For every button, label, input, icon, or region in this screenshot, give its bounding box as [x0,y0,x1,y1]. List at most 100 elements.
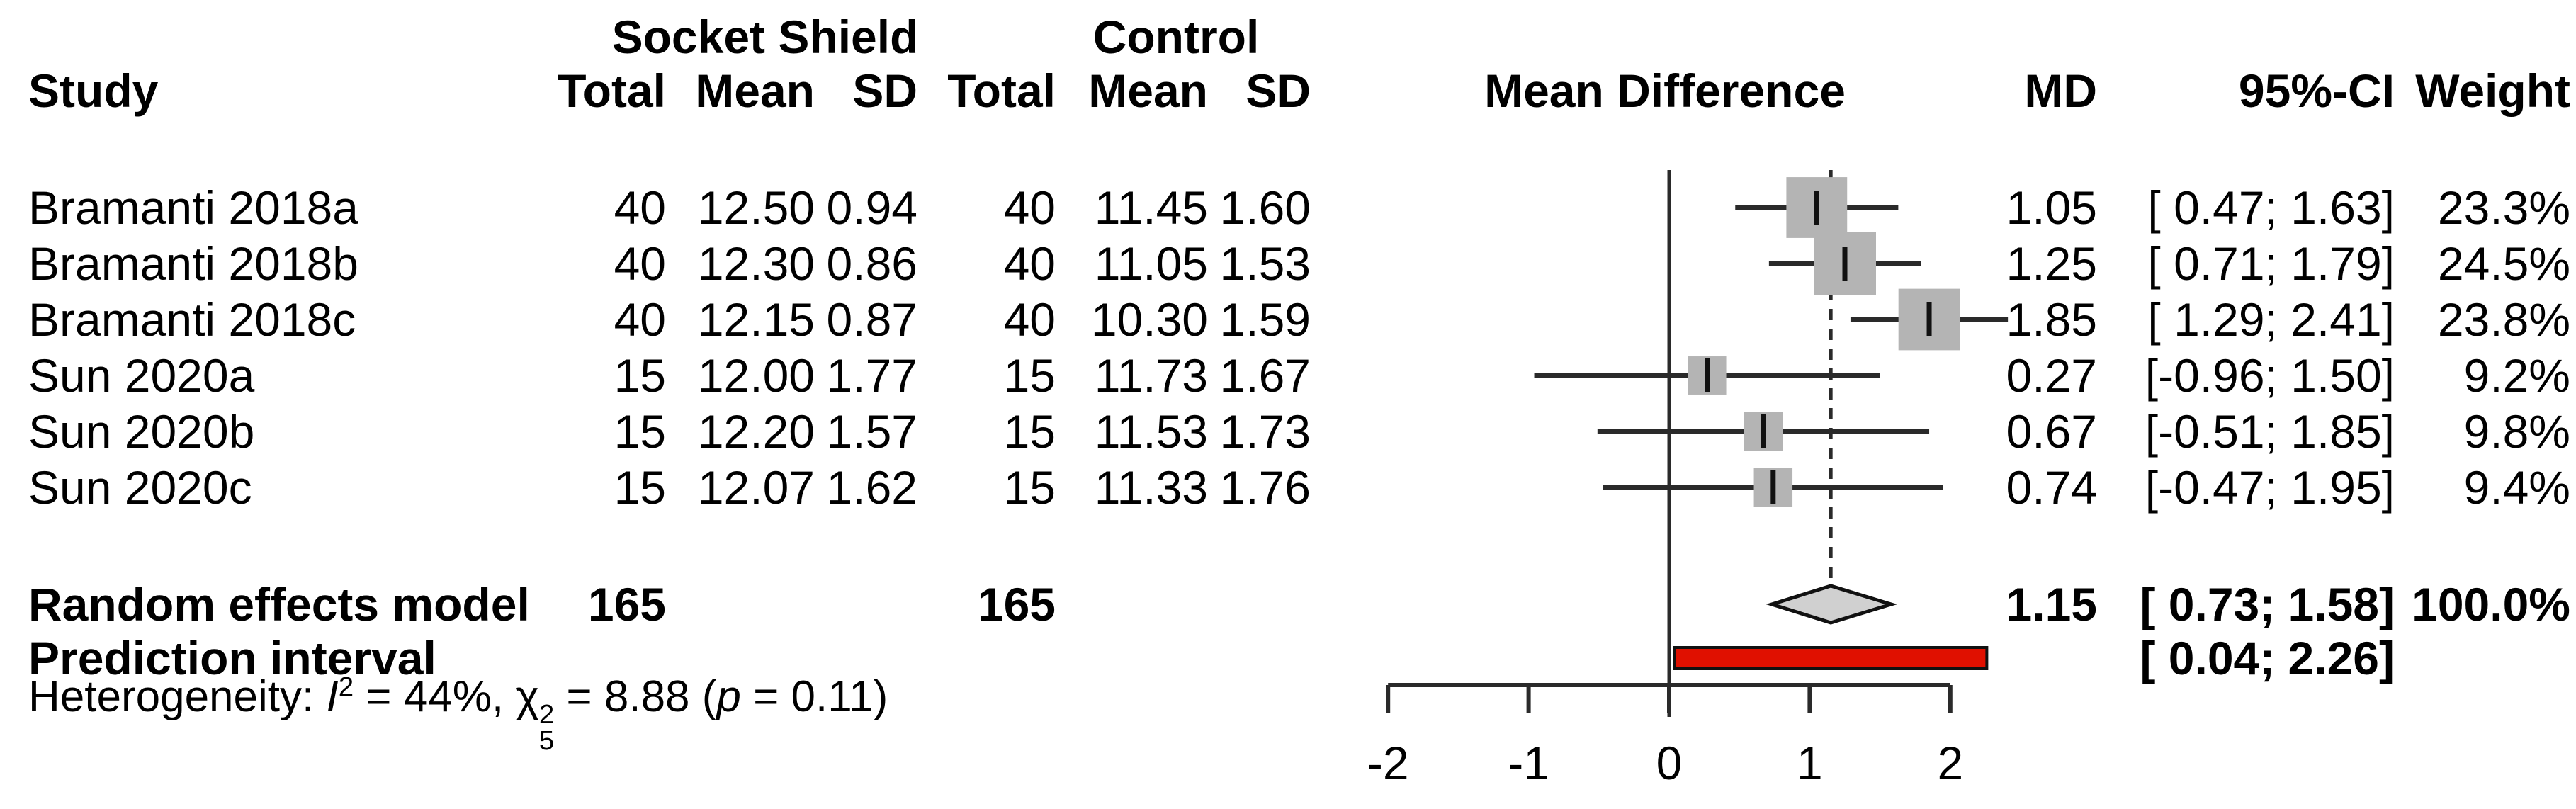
study-ci: [-0.47; 1.95] [2145,461,2395,514]
x-axis-tick-label: 0 [1656,737,1683,789]
study-name: Sun 2020a [28,349,255,402]
prediction-interval-bar [1673,646,1989,670]
col-header-effect: Mean Difference [1484,64,1846,117]
study-c_total: 15 [1003,349,1056,402]
study-weight: 23.3% [2437,181,2570,234]
x-axis-tick-label: -2 [1367,737,1409,789]
x-axis-tick-label: 1 [1797,737,1823,789]
study-name: Bramanti 2018b [28,237,358,290]
study-c_mean: 10.30 [1090,293,1208,346]
study-weight: 9.8% [2463,405,2570,458]
het-tail: = 0.11) [740,672,888,721]
col-header-weight: Weight [2415,64,2570,117]
study-c_total: 40 [1003,181,1056,234]
study-ss_sd: 0.87 [826,293,917,346]
col-header-study: Study [28,64,159,117]
study-name: Bramanti 2018c [28,293,356,346]
study-weight: 9.4% [2463,461,2570,514]
study-md: 0.74 [2006,461,2097,514]
study-ss_total: 40 [614,237,666,290]
study-c_total: 40 [1003,237,1056,290]
study-c_mean: 11.05 [1094,237,1208,290]
study-ci: [-0.96; 1.50] [2145,349,2395,402]
pooled-diamond [1766,584,1898,625]
het-mid1: = 44%, [354,672,516,721]
col-header-c-mean: Mean [1088,64,1208,117]
col-header-c-sd: SD [1245,64,1311,117]
study-c_total: 15 [1003,461,1056,514]
study-c_sd: 1.60 [1219,181,1311,234]
col-header-ss-mean: Mean [695,64,815,117]
prediction-ci: [ 0.04; 2.26] [2140,632,2395,684]
study-md: 1.85 [2006,293,2097,346]
study-c_sd: 1.73 [1219,405,1311,458]
col-header-md: MD [2024,64,2097,117]
col-header-c-total: Total [947,64,1056,117]
study-ss_sd: 1.62 [826,461,917,514]
study-weight: 24.5% [2437,237,2570,290]
study-ss_mean: 12.07 [697,461,815,514]
summary-c-total: 165 [977,578,1056,630]
study-name: Bramanti 2018a [28,181,358,234]
study-c_sd: 1.76 [1219,461,1311,514]
col-header-ci: 95%-CI [2238,64,2395,117]
het-i: I [326,672,339,721]
study-md: 0.67 [2006,405,2097,458]
study-ss_total: 15 [614,461,666,514]
study-c_sd: 1.59 [1219,293,1311,346]
summary-ss-total: 165 [587,578,666,630]
col-header-ss-sd: SD [852,64,917,117]
study-c_sd: 1.67 [1219,349,1311,402]
study-ss_total: 15 [614,349,666,402]
study-c_mean: 11.33 [1094,461,1208,514]
study-c_total: 40 [1003,293,1056,346]
study-ss_total: 40 [614,293,666,346]
prediction-label: Prediction interval [28,632,436,684]
het-chi-sub: 5 [538,725,555,756]
study-ci: [ 1.29; 2.41] [2147,293,2395,346]
study-ss_total: 15 [614,405,666,458]
study-ss_sd: 0.94 [826,181,917,234]
study-ci: [ 0.47; 1.63] [2147,181,2395,234]
study-c_mean: 11.45 [1094,181,1208,234]
study-ss_mean: 12.20 [697,405,815,458]
group-header-control: Control [1092,11,1260,63]
group-header-socket-shield: Socket Shield [611,11,919,63]
het-prefix: Heterogeneity: [28,672,327,721]
x-axis-tick-label: 2 [1937,737,1963,789]
summary-label: Random effects model [28,578,530,630]
study-ss_sd: 0.86 [826,237,917,290]
study-ss_sd: 1.57 [826,405,917,458]
col-header-ss-total: Total [558,64,666,117]
summary-md: 1.15 [2006,578,2097,630]
study-name: Sun 2020c [28,461,252,514]
het-i-sup: 2 [338,672,354,703]
het-p: p [716,672,741,721]
study-ss_mean: 12.30 [697,237,815,290]
het-chi-sup: 2 [538,699,555,730]
study-c_mean: 11.53 [1094,405,1208,458]
study-c_mean: 11.73 [1094,349,1208,402]
study-c_total: 15 [1003,405,1056,458]
study-md: 0.27 [2006,349,2097,402]
study-weight: 23.8% [2437,293,2570,346]
summary-weight: 100.0% [2412,578,2570,630]
study-weight: 9.2% [2463,349,2570,402]
het-chi: χ [516,672,539,721]
study-ss_mean: 12.00 [697,349,815,402]
study-md: 1.25 [2006,237,2097,290]
study-name: Sun 2020b [28,405,255,458]
summary-ci: [ 0.73; 1.58] [2140,578,2395,630]
study-c_sd: 1.53 [1219,237,1311,290]
study-ci: [ 0.71; 1.79] [2147,237,2395,290]
het-mid2: = 8.88 ( [554,672,717,721]
x-axis-tick-label: -1 [1508,737,1549,789]
study-ss_mean: 12.50 [697,181,815,234]
study-ss_total: 40 [614,181,666,234]
study-ci: [-0.51; 1.85] [2145,405,2395,458]
study-ss_mean: 12.15 [697,293,815,346]
